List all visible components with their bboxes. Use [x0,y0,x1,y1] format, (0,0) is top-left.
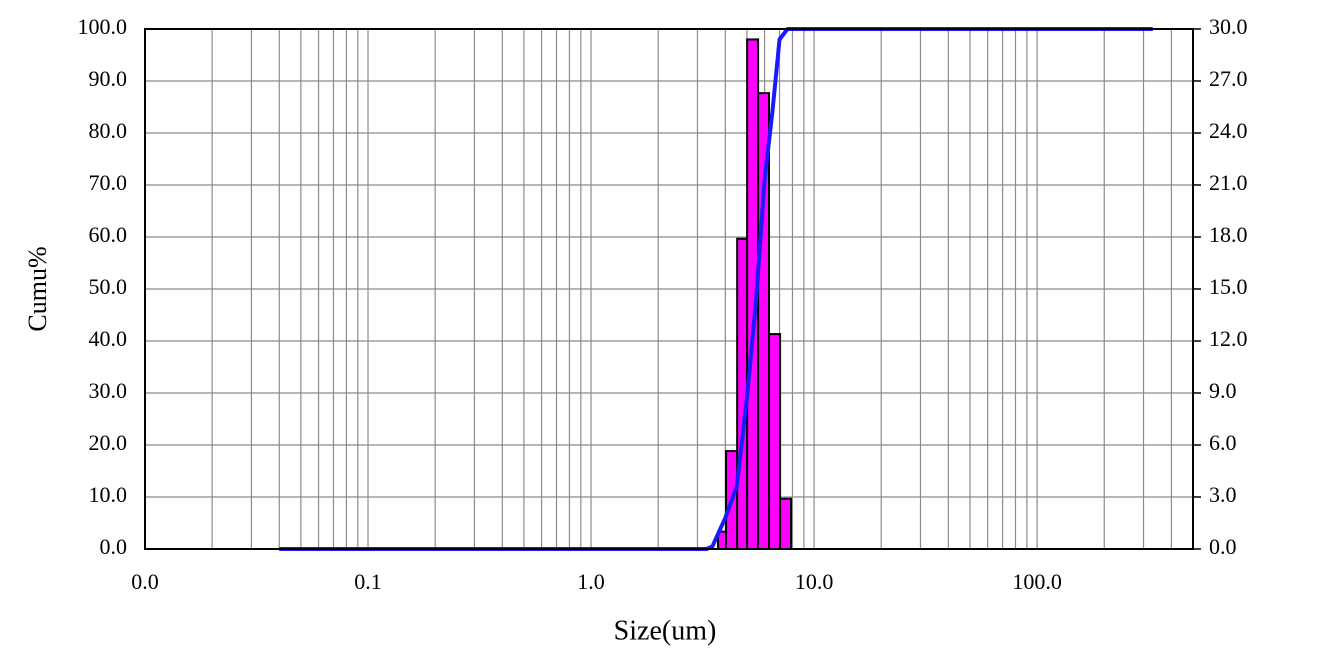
bar [768,333,782,551]
y2-tick-label: 21.0 [1209,170,1248,195]
x-tick-label: 10.0 [795,569,834,594]
y2-tick-label: 15.0 [1209,274,1248,299]
x-axis-label: Size(um) [614,615,717,646]
y2-tick-label: 24.0 [1209,118,1248,143]
x-tick-label: 0.0 [131,569,159,594]
y-tick-label: 0.0 [100,534,128,559]
y-tick-label: 80.0 [89,118,128,143]
bar [779,497,793,551]
y2-tick-label: 30.0 [1209,14,1248,39]
y-tick-label: 70.0 [89,170,128,195]
y2-tick-label: 12.0 [1209,326,1248,351]
y2-tick-label: 9.0 [1209,378,1237,403]
y-tick-label: 90.0 [89,66,128,91]
x-tick-label: 0.1 [354,569,382,594]
y2-tick-label: 0.0 [1209,534,1237,559]
y-tick-label: 10.0 [89,482,128,507]
y-tick-label: 40.0 [89,326,128,351]
y-tick-label: 20.0 [89,430,128,455]
y2-tick-label: 18.0 [1209,222,1248,247]
y2-tick-label: 3.0 [1209,482,1237,507]
y2-tick-label: 27.0 [1209,66,1248,91]
y-tick-label: 60.0 [89,222,128,247]
y-axis-label: Cumu% [23,246,52,331]
y-tick-label: 50.0 [89,274,128,299]
y-tick-label: 100.0 [78,14,128,39]
y2-tick-label: 6.0 [1209,430,1237,455]
cumulative-line [279,27,1153,551]
x-tick-label: 1.0 [577,569,605,594]
x-tick-label: 100.0 [1012,569,1062,594]
plot-frame [144,28,1194,550]
y-tick-label: 30.0 [89,378,128,403]
